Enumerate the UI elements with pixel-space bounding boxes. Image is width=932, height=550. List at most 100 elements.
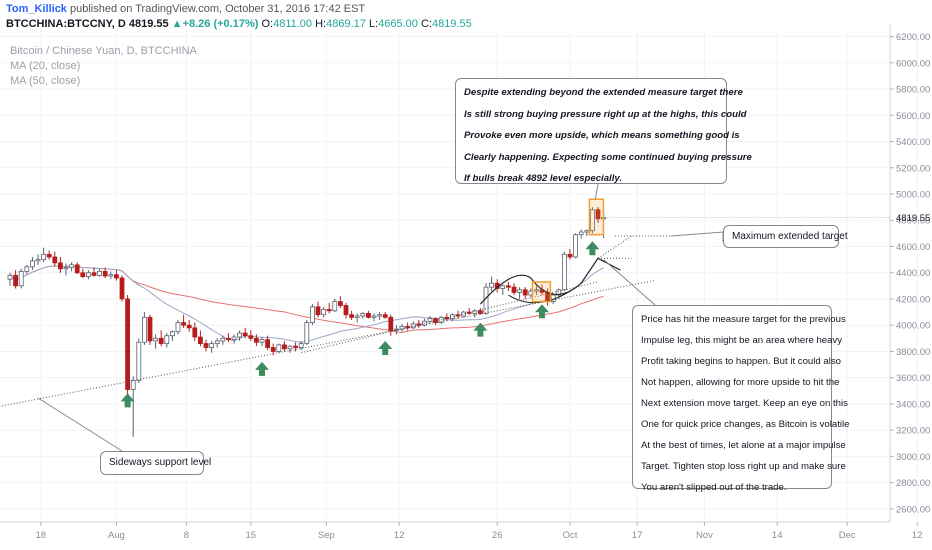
candle-body	[248, 335, 254, 339]
y-tick-label: 6000.00	[896, 58, 930, 69]
candle-body	[91, 272, 97, 276]
candle-body	[590, 209, 595, 232]
candle-body	[52, 256, 58, 264]
y-tick-label: 5200.00	[896, 163, 930, 174]
change-triangle-icon: ▲	[171, 18, 183, 30]
candle-body	[360, 312, 366, 317]
candle-body	[130, 379, 136, 390]
candle-body	[86, 272, 91, 278]
candle-body	[231, 336, 237, 341]
candle-body	[298, 343, 304, 348]
candle-body	[197, 336, 203, 344]
candle-body	[315, 306, 321, 316]
up-arrow-icon	[535, 304, 549, 319]
chart-legend: Bitcoin / Chinese Yuan, D, BTCCHINA MA (…	[10, 44, 197, 89]
x-tick-label: 15	[246, 530, 257, 541]
y-tick-label: 4000.00	[896, 321, 930, 332]
up-arrow-icon	[120, 393, 135, 408]
y-tick-label: 3400.00	[896, 399, 930, 410]
callout-max-target[interactable]: Maximum extended target	[723, 225, 848, 248]
candle-body	[35, 259, 41, 262]
candle-body	[595, 209, 601, 220]
y-tick-label: 5800.00	[896, 85, 930, 96]
candle-body	[203, 343, 209, 348]
candle-body	[209, 343, 215, 348]
candle-body	[573, 234, 578, 258]
top-note-line: If bulls break 4892 level especially.	[464, 173, 623, 184]
callout-pointer	[37, 397, 123, 452]
y-tick-label: 3000.00	[896, 452, 930, 463]
callout-support[interactable]: Sideways support level	[100, 451, 212, 475]
candle-body	[517, 289, 522, 293]
right-note-line: Target. Tighten stop loss right up and m…	[641, 461, 846, 472]
candle-body	[337, 301, 343, 306]
target-connector	[597, 235, 632, 259]
candle-body	[326, 309, 332, 312]
candle-body	[287, 345, 293, 350]
y-tick-label: 5000.00	[896, 190, 930, 201]
candle-body	[7, 274, 13, 280]
close-label: C:	[420, 18, 432, 30]
candle-body	[304, 322, 310, 344]
candle-body	[477, 310, 483, 314]
candle-body	[41, 253, 46, 261]
x-tick-label: Oct	[563, 530, 578, 541]
candle-body	[343, 305, 349, 316]
y-tick-label: 5400.00	[896, 137, 930, 148]
top-note-line: Provoke even more upside, which means so…	[464, 130, 740, 141]
right-note-line: One for quick price changes, as Bitcoin …	[641, 419, 850, 430]
candle-body	[584, 230, 590, 233]
candle-body	[186, 324, 192, 329]
right-note-line: Profit taking begins to happen. But it c…	[641, 356, 841, 367]
candle-body	[214, 340, 220, 344]
candle-body	[63, 267, 69, 270]
candle-body	[534, 289, 539, 292]
y-tick-label: 4600.00	[896, 242, 930, 253]
candle-body	[192, 327, 198, 338]
candle-body	[444, 316, 450, 320]
candle-body	[293, 345, 299, 348]
legend-ma20[interactable]: MA (20, close)	[10, 60, 81, 72]
x-tick-label: 14	[772, 530, 783, 541]
high-value: 4869.17	[326, 18, 366, 30]
candle-body	[153, 337, 159, 342]
candle-body	[365, 312, 371, 318]
candle-body	[349, 314, 355, 318]
legend-ma50[interactable]: MA (50, close)	[10, 75, 81, 87]
candle-body	[97, 271, 102, 276]
author-link[interactable]: Tom_Killick	[6, 3, 67, 15]
callout-right-note[interactable]: Price has hit the measure target for the…	[632, 305, 850, 493]
candle-body	[147, 316, 153, 342]
y-tick-label: 4200.00	[896, 294, 930, 305]
support-label: Sideways support level	[109, 457, 212, 468]
candle-body	[500, 285, 506, 289]
candle-body	[175, 322, 181, 333]
candle-body	[377, 314, 383, 317]
candle-body	[466, 311, 472, 314]
candle-body	[270, 347, 276, 352]
candle-body	[58, 262, 63, 270]
candle-body	[427, 318, 433, 322]
legend-title[interactable]: Bitcoin / Chinese Yuan, D, BTCCHINA	[10, 45, 197, 57]
candle-body	[505, 285, 511, 288]
candle-body	[69, 264, 74, 268]
symbol-line: BTCCHINA:BTCCNY, D 4819.55 ▲+8.26 (+0.17…	[6, 18, 472, 30]
candle-body	[80, 272, 86, 278]
top-note-line: Clearly happening. Expecting some contin…	[464, 151, 752, 163]
candle-body	[371, 315, 377, 318]
open-value: 4811.00	[273, 18, 313, 30]
candle-body	[562, 253, 567, 291]
candle-body	[237, 332, 243, 338]
callout-pointer	[594, 183, 599, 200]
up-arrow-icon	[585, 241, 600, 256]
right-note-line: Next extension move target. Keep an eye …	[641, 398, 848, 409]
price-change: +8.26 (+0.17%)	[182, 18, 259, 30]
max-target-label: Maximum extended target	[732, 231, 848, 242]
close-value: 4819.55	[431, 18, 472, 30]
x-tick-label: Dec	[839, 530, 856, 541]
callout-top-note[interactable]: Despite extending beyond the extended me…	[455, 78, 752, 184]
candle-body	[522, 289, 528, 296]
published-text: published on TradingView.com, October 31…	[70, 3, 366, 15]
low-value: 4665.00	[378, 18, 418, 30]
y-tick-label: 2600.00	[896, 504, 930, 515]
